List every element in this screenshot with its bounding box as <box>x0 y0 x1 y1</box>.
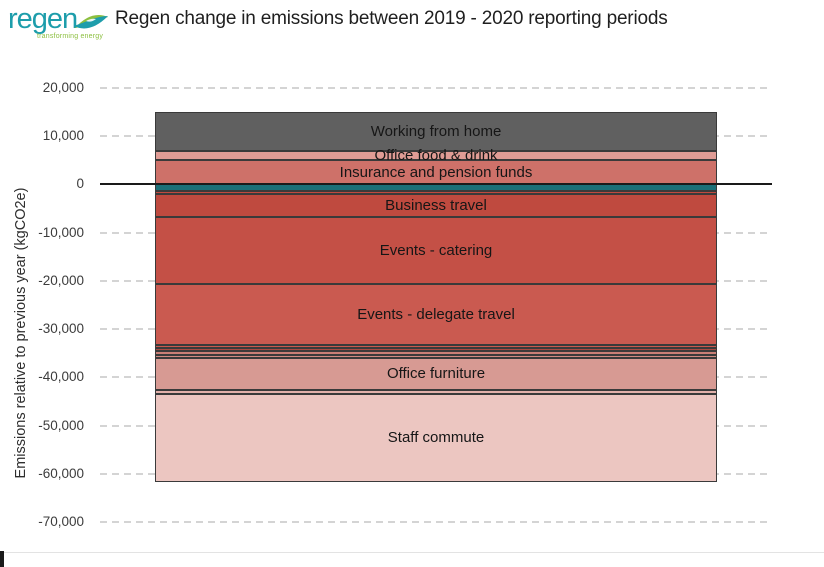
segment-events-delegate-travel: Events - delegate travel <box>155 283 717 345</box>
segment-business-travel: Business travel <box>155 194 717 218</box>
gridline--70000 <box>100 521 772 523</box>
chart-title: Regen change in emissions between 2019 -… <box>115 8 668 29</box>
y-tick-label--40000: -40,000 <box>38 369 84 385</box>
segment-unlabeled-9 <box>155 347 717 352</box>
regen-swirl-icon <box>74 15 108 29</box>
regen-wordmark: regen <box>8 3 78 35</box>
segment-label: Staff commute <box>387 429 485 447</box>
segment-label: Office furniture <box>386 365 486 383</box>
regen-tagline: transforming energy <box>37 33 104 40</box>
y-tick-label-20000: 20,000 <box>42 80 84 95</box>
segment-label: Events - delegate travel <box>357 305 515 323</box>
segment-unlabeled-4 <box>155 191 717 195</box>
segment-office-food-drink: Office food & drink <box>155 147 717 165</box>
y-tick-label--20000: -20,000 <box>38 272 84 288</box>
segment-unlabeled-8 <box>155 344 717 348</box>
segment-working-from-home: Working from home <box>155 112 717 151</box>
segment-office-furniture: Office furniture <box>155 357 717 390</box>
segment-label: Events - catering <box>379 242 493 259</box>
segment-label: Insurance and pension funds <box>339 163 533 181</box>
y-tick-label--10000: -10,000 <box>38 224 84 240</box>
segment-events-catering: Events - catering <box>155 217 717 284</box>
y-tick-label-0: 0 <box>76 176 84 192</box>
segment-unlabeled-10 <box>155 351 717 355</box>
regen-logo: regen transforming energy <box>8 2 118 42</box>
zero-axis-line <box>100 183 772 186</box>
segment-label: Business travel <box>385 197 487 215</box>
y-tick-label-10000: 10,000 <box>42 128 84 144</box>
segment-unlabeled-3 <box>155 184 717 192</box>
y-tick-label--30000: -30,000 <box>38 321 84 337</box>
segment-unlabeled-13 <box>155 389 717 394</box>
y-tick-label--60000: -60,000 <box>38 465 84 481</box>
y-tick-label--50000: -50,000 <box>38 417 84 433</box>
chart-object-bottom-edge <box>3 552 824 553</box>
segment-label: Working from home <box>370 122 502 140</box>
page-corner-mark <box>0 551 4 567</box>
segment-staff-commute: Staff commute <box>155 393 717 482</box>
segment-label: Office food & drink <box>374 147 498 165</box>
segment-unlabeled-11 <box>155 354 717 358</box>
gridline-20000 <box>100 87 772 89</box>
y-tick-label--70000: -70,000 <box>38 514 84 529</box>
segment-insurance-and-pension-funds: Insurance and pension funds <box>155 160 717 185</box>
